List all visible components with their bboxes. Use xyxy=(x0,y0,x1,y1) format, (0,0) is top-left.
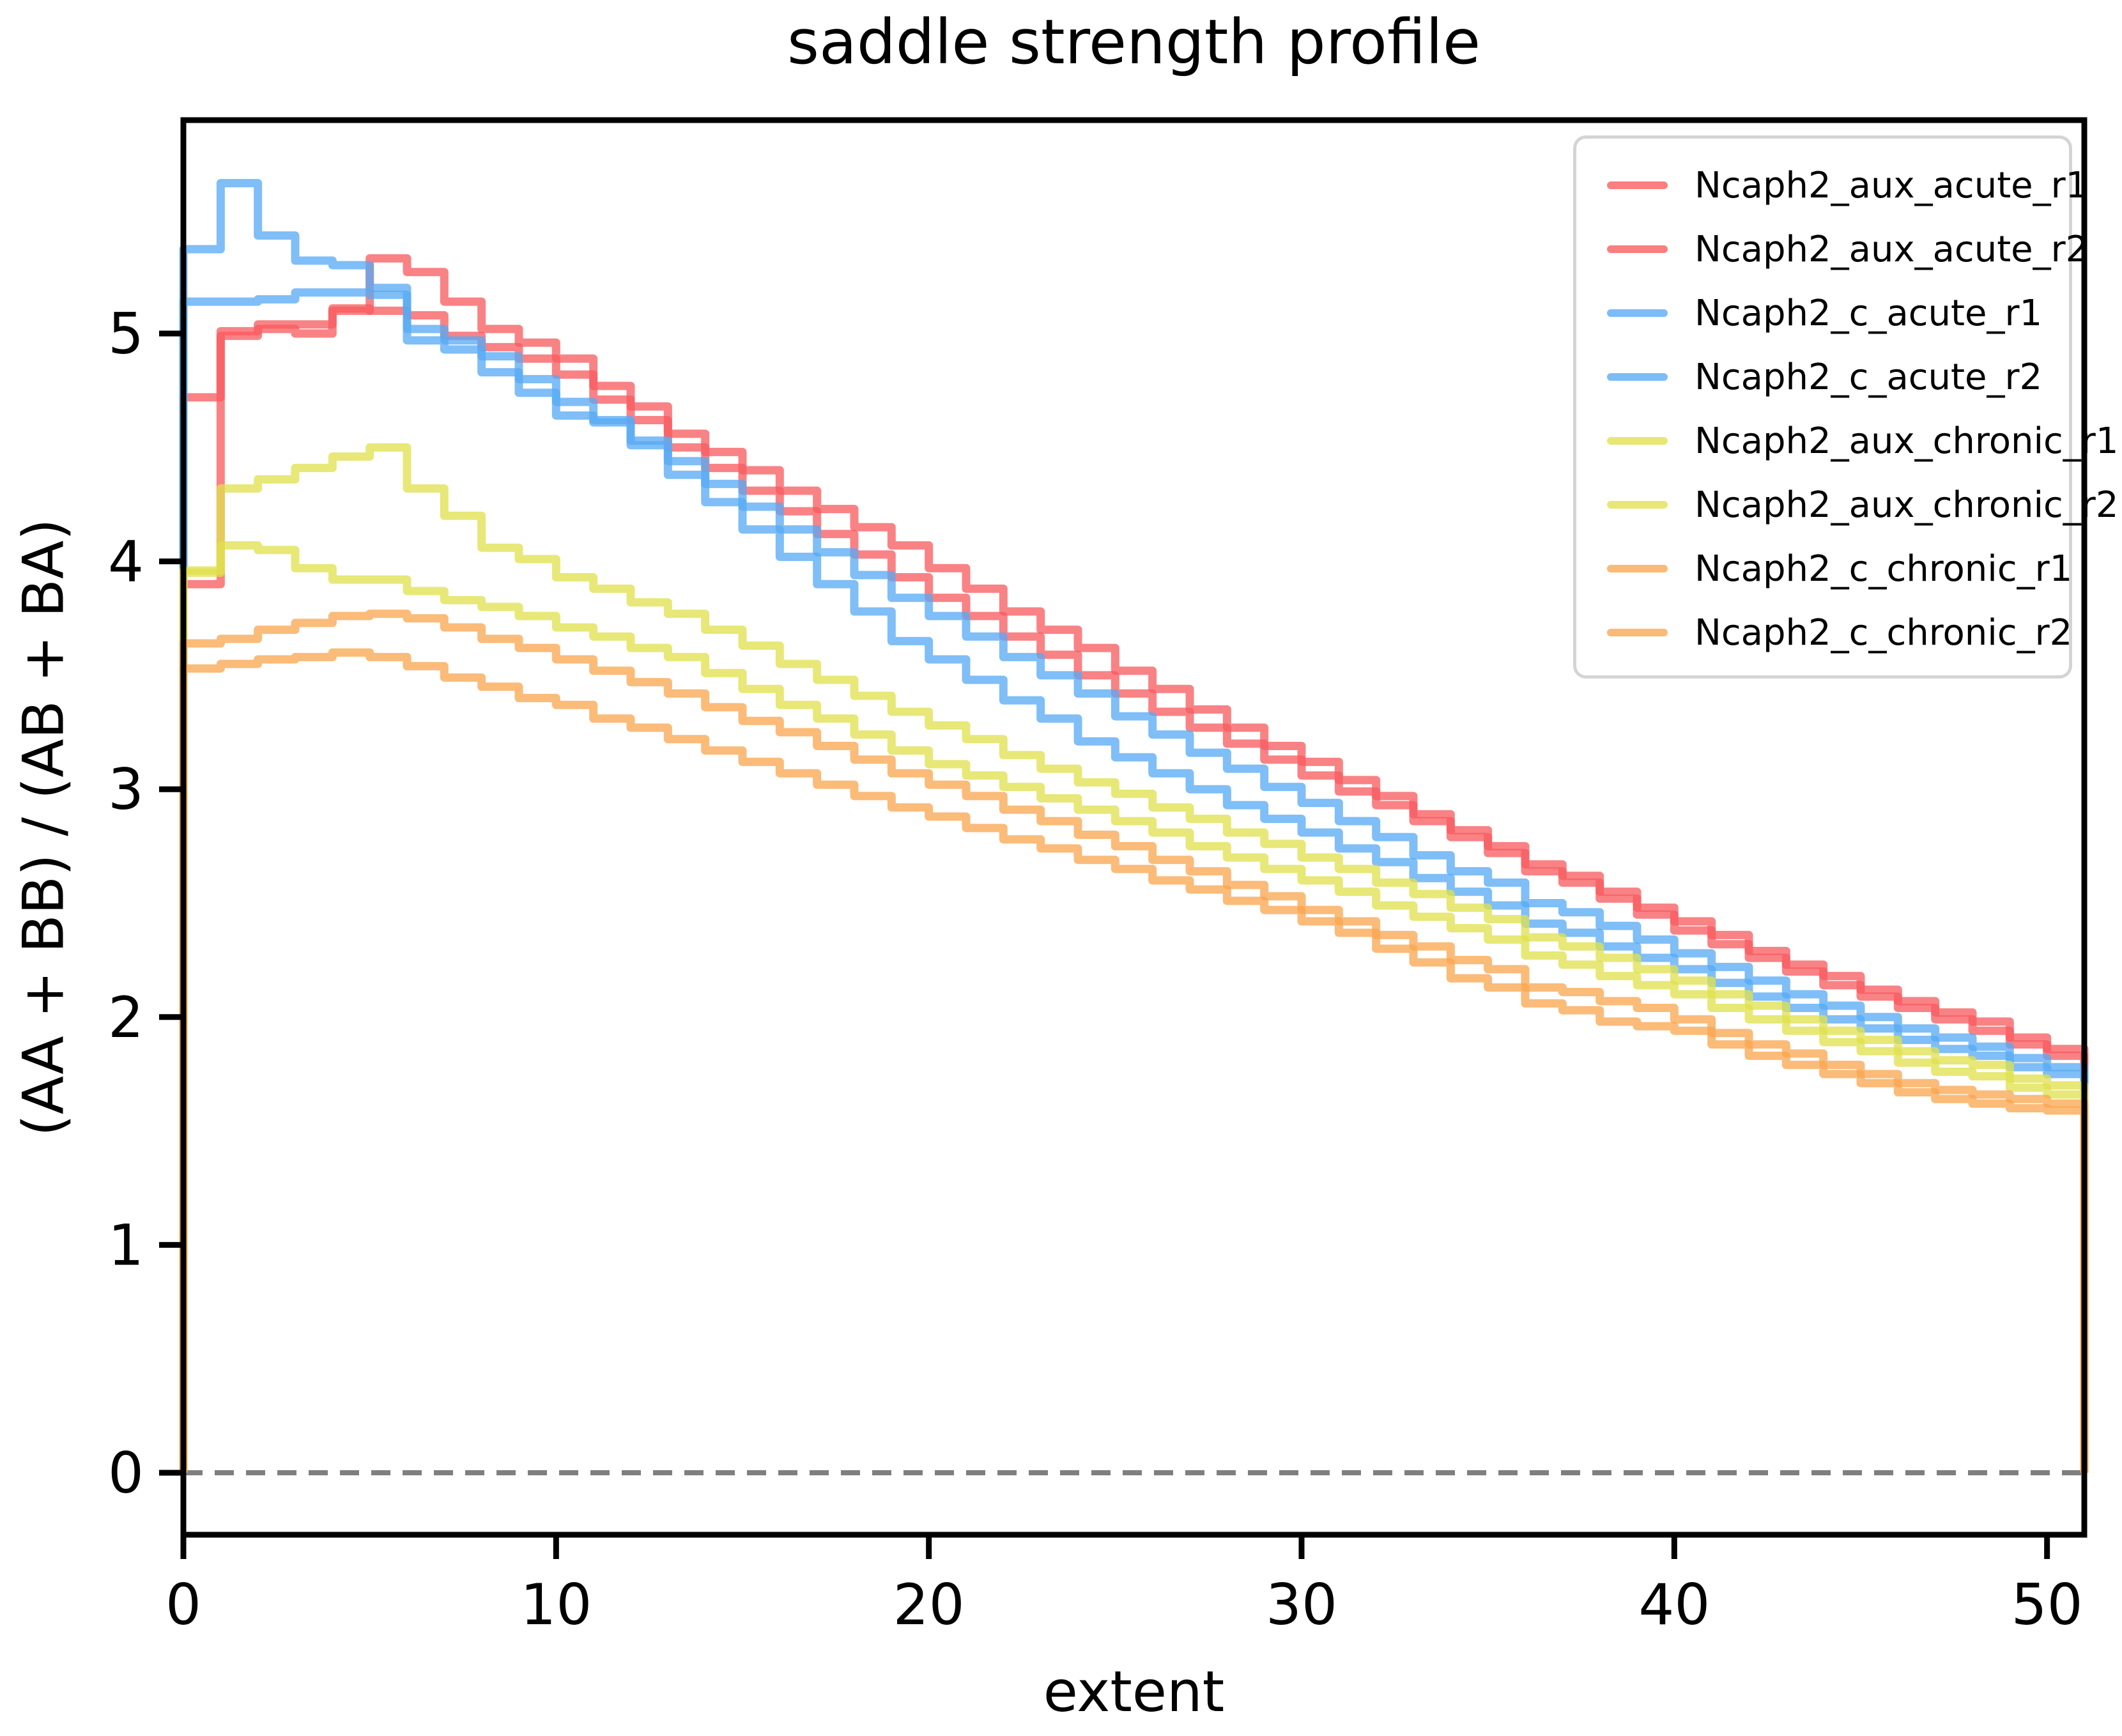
x-tick-label: 20 xyxy=(893,1572,965,1638)
legend-swatch-icon xyxy=(1607,245,1668,253)
legend-item: Ncaph2_c_acute_r2 xyxy=(1576,345,2069,409)
y-tick-label: 1 xyxy=(108,1212,144,1278)
legend-item: Ncaph2_aux_chronic_r1 xyxy=(1576,409,2118,473)
legend-box: Ncaph2_aux_acute_r1 Ncaph2_aux_acute_r2 Nc… xyxy=(1573,135,2118,679)
y-tick-label: 5 xyxy=(108,301,144,367)
series-Ncaph2_aux_chronic_r2 xyxy=(179,541,2089,1473)
y-axis-label: (AA + BB) / (AB + BA) xyxy=(10,518,77,1137)
legend-swatch-icon xyxy=(1607,437,1668,445)
x-tick-label: 0 xyxy=(165,1572,201,1638)
legend-label: Ncaph2_c_acute_r1 xyxy=(1695,292,2043,334)
legend-label: Ncaph2_aux_chronic_r1 xyxy=(1695,420,2119,462)
x-tick-label: 40 xyxy=(1638,1572,1710,1638)
legend-item: Ncaph2_aux_acute_r2 xyxy=(1576,217,2088,281)
legend-item: Ncaph2_c_chronic_r1 xyxy=(1576,537,2073,601)
legend-label: Ncaph2_aux_acute_r2 xyxy=(1695,228,2089,270)
y-tick-label: 0 xyxy=(108,1440,144,1506)
x-tick-label: 50 xyxy=(2011,1572,2083,1638)
x-axis-label: extent xyxy=(1043,1659,1225,1724)
legend-item: Ncaph2_c_acute_r1 xyxy=(1576,281,2069,345)
legend-label: Ncaph2_aux_acute_r1 xyxy=(1695,164,2089,206)
legend-swatch-icon xyxy=(1607,501,1668,509)
series-Ncaph2_c_chronic_r1 xyxy=(179,610,2089,1473)
legend-item: Ncaph2_aux_acute_r1 xyxy=(1576,153,2088,217)
legend-item: Ncaph2_aux_chronic_r2 xyxy=(1576,473,2118,537)
legend-label: Ncaph2_aux_chronic_r2 xyxy=(1695,484,2119,526)
x-tick-label: 30 xyxy=(1266,1572,1337,1638)
legend-swatch-icon xyxy=(1607,629,1668,636)
legend-label: Ncaph2_c_chronic_r2 xyxy=(1695,611,2073,654)
legend-swatch-icon xyxy=(1607,565,1668,572)
chart-title: saddle strength profile xyxy=(787,6,1481,78)
series-Ncaph2_aux_chronic_r1 xyxy=(179,443,2089,1473)
y-tick-label: 4 xyxy=(108,529,144,595)
x-tick-label: 10 xyxy=(520,1572,592,1638)
legend-item: Ncaph2_c_chronic_r2 xyxy=(1576,601,2073,664)
legend-label: Ncaph2_c_acute_r2 xyxy=(1695,356,2043,398)
y-tick-label: 3 xyxy=(108,757,144,822)
series-Ncaph2_aux_acute_r1 xyxy=(179,254,2089,1473)
series-Ncaph2_c_acute_r2 xyxy=(179,179,2089,1473)
legend-label: Ncaph2_c_chronic_r1 xyxy=(1695,548,2073,590)
series-Ncaph2_aux_acute_r2 xyxy=(179,304,2089,1473)
axes-border xyxy=(180,117,2087,1538)
legend-swatch-icon xyxy=(1607,181,1668,189)
series-Ncaph2_c_chronic_r2 xyxy=(179,648,2089,1473)
y-tick-label: 2 xyxy=(108,985,144,1050)
legend-swatch-icon xyxy=(1607,373,1668,381)
legend-swatch-icon xyxy=(1607,309,1668,317)
